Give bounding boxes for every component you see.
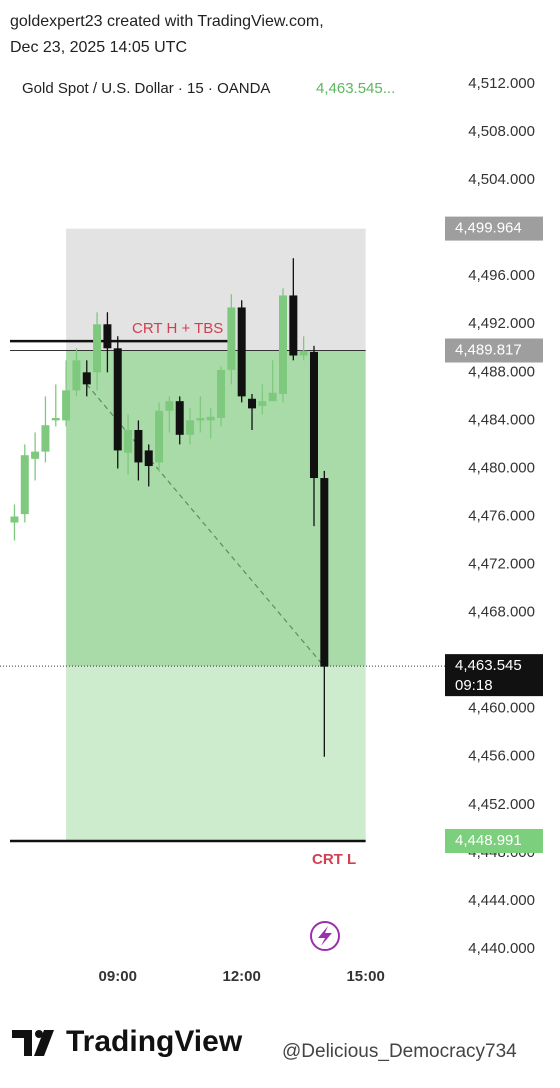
candle-body xyxy=(196,417,205,421)
y-tick-label: 4,476.000 xyxy=(468,507,535,524)
brand: TradingView xyxy=(66,1025,243,1058)
candle-body xyxy=(134,430,143,463)
brand-logo xyxy=(12,1030,54,1056)
trend-dash xyxy=(86,383,325,668)
candle-body xyxy=(72,360,81,391)
chart-title: Gold Spot / U.S. Dollar · 15 · OANDA xyxy=(22,80,270,97)
y-tick-label: 4,456.000 xyxy=(468,748,535,765)
candle-body xyxy=(10,516,19,523)
candle-body xyxy=(62,390,71,421)
y-tick-label: 4,492.000 xyxy=(468,315,535,332)
candle-body xyxy=(206,416,215,421)
candle-body xyxy=(309,351,318,479)
candle-body xyxy=(227,307,236,370)
candle-body xyxy=(268,392,277,402)
price-marker xyxy=(445,828,543,853)
candle-body xyxy=(20,455,29,515)
candle-body xyxy=(186,420,195,435)
candle-body xyxy=(51,417,60,421)
header-line2: Dec 23, 2025 14:05 UTC xyxy=(10,39,187,56)
candle-body xyxy=(175,401,184,435)
candle-body xyxy=(320,478,329,667)
price-marker xyxy=(445,654,543,697)
y-tick-label: 4,512.000 xyxy=(468,75,535,92)
candle-body xyxy=(165,401,174,411)
candle-body xyxy=(217,369,226,418)
y-tick-label: 4,468.000 xyxy=(468,604,535,621)
y-tick-label: 4,488.000 xyxy=(468,363,535,380)
candle-body xyxy=(299,350,308,356)
y-tick-label: 4,484.000 xyxy=(468,411,535,428)
x-tick-label: 09:00 xyxy=(99,968,137,985)
y-tick-label: 4,472.000 xyxy=(468,556,535,573)
price-marker xyxy=(445,338,543,363)
lightning-icon[interactable] xyxy=(310,921,340,951)
candle-body xyxy=(248,398,257,409)
annotation: CRT H + TBS xyxy=(132,320,223,337)
price-marker-label: 4,499.964 xyxy=(455,220,522,237)
y-tick-label: 4,504.000 xyxy=(468,171,535,188)
candle-body xyxy=(41,425,50,452)
range-zone xyxy=(66,228,366,351)
price-marker-label: 4,489.817 xyxy=(455,341,522,358)
y-tick-label: 4,480.000 xyxy=(468,459,535,476)
candle-body xyxy=(82,372,91,385)
target-zone-remaining xyxy=(66,666,366,841)
last-price: 4,463.545... xyxy=(316,80,395,97)
candle-body xyxy=(124,430,133,453)
price-marker xyxy=(445,216,543,241)
candle-body xyxy=(103,324,112,349)
header-line1: goldexpert23 created with TradingView.co… xyxy=(10,13,324,30)
x-tick-label: 12:00 xyxy=(223,968,261,985)
price-marker-label: 4,448.991 xyxy=(455,832,522,849)
candle-body xyxy=(289,295,298,356)
y-tick-label: 4,440.000 xyxy=(468,940,535,957)
watermark: @Delicious_Democracy734 xyxy=(282,1041,517,1062)
annotation: CRT L xyxy=(312,851,356,868)
price-marker-label: 4,463.545 xyxy=(455,657,522,674)
candle-body xyxy=(93,324,102,373)
candle-body xyxy=(113,348,122,451)
y-tick-label: 4,452.000 xyxy=(468,796,535,813)
x-tick-label: 15:00 xyxy=(346,968,384,985)
y-tick-label: 4,460.000 xyxy=(468,700,535,717)
candle-body xyxy=(237,307,246,397)
y-tick-label: 4,508.000 xyxy=(468,123,535,140)
candle-body xyxy=(144,450,153,467)
countdown: 09:18 xyxy=(455,677,493,694)
chart: 4,440.0004,444.0004,448.0004,452.0004,45… xyxy=(0,75,543,985)
candle-body xyxy=(155,410,164,463)
candle-body xyxy=(279,295,288,394)
y-tick-label: 4,496.000 xyxy=(468,267,535,284)
candle-body xyxy=(258,401,267,406)
y-tick-label: 4,444.000 xyxy=(468,892,535,909)
candle-body xyxy=(31,451,40,459)
